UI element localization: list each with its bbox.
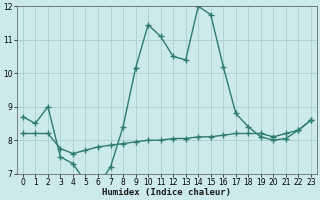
X-axis label: Humidex (Indice chaleur): Humidex (Indice chaleur) [102, 188, 231, 197]
